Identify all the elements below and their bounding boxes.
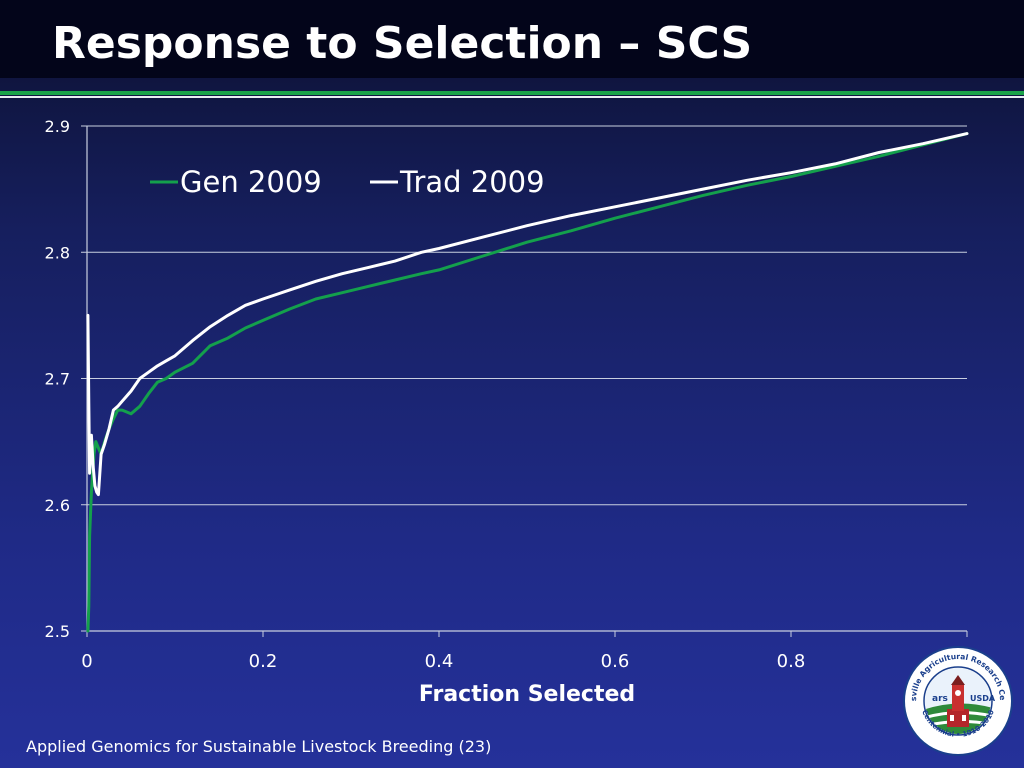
gridlines bbox=[87, 125, 967, 506]
accent-rule-white bbox=[0, 96, 1024, 98]
x-tick-label: 0.6 bbox=[601, 651, 630, 672]
legend-label-trad-2009: Trad 2009 bbox=[399, 165, 545, 199]
y-tick-label: 2.9 bbox=[45, 117, 70, 136]
x-tick-label: 0 bbox=[81, 651, 92, 672]
x-axis-label: Fraction Selected bbox=[419, 682, 635, 707]
ars-mark: ars bbox=[932, 694, 948, 704]
y-tick-label: 2.5 bbox=[45, 622, 70, 641]
footer-text: Applied Genomics for Sustainable Livesto… bbox=[26, 737, 492, 756]
legend-label-gen-2009: Gen 2009 bbox=[180, 165, 322, 199]
y-tick-label: 2.8 bbox=[45, 243, 70, 262]
x-tick-label: 0.4 bbox=[425, 651, 454, 672]
slide-title: Response to Selection – SCS bbox=[52, 18, 753, 69]
series-line-trad-2009 bbox=[86, 132, 969, 497]
accent-rule-green bbox=[0, 91, 1024, 95]
usda-mark: USDA bbox=[970, 694, 996, 703]
legend: Gen 2009 Trad 2009 bbox=[150, 165, 545, 199]
x-tick-label: 0.2 bbox=[249, 651, 278, 672]
tick-labels: 2.5 2.6 2.7 2.8 2.9 0 0.2 0.4 0.6 0.8 bbox=[45, 117, 806, 672]
title-bar bbox=[0, 0, 1024, 78]
axes bbox=[81, 125, 968, 637]
series-line-gen-2009 bbox=[86, 132, 969, 633]
series-lines bbox=[86, 132, 969, 633]
x-tick-label: 0.8 bbox=[777, 651, 806, 672]
barc-centennial-logo: Beltsville Agricultural Research Center … bbox=[902, 645, 1013, 756]
y-tick-label: 2.7 bbox=[45, 370, 70, 389]
line-chart: 2.5 2.6 2.7 2.8 2.9 0 0.2 0.4 0.6 0.8 Gen 2009 Tra… bbox=[45, 117, 969, 707]
y-tick-label: 2.6 bbox=[45, 496, 70, 515]
